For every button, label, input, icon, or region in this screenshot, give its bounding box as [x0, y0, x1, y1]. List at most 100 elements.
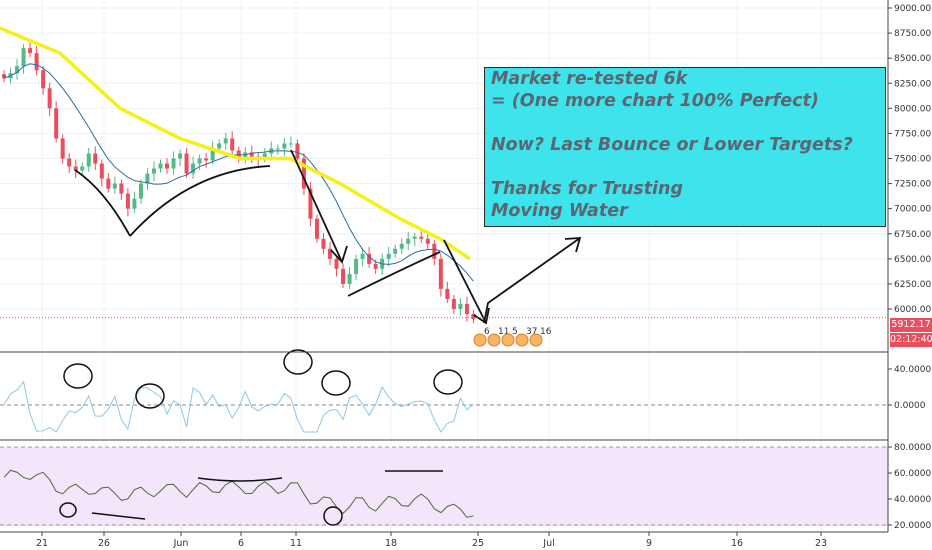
candle: [15, 66, 20, 74]
annotation-line: Thanks for Trusting: [491, 179, 684, 199]
candle: [412, 236, 417, 239]
countdown-label: 02:12:40: [890, 333, 932, 347]
oscillator-1-tick-label: 0.0000: [894, 401, 926, 411]
candle: [406, 238, 411, 244]
oscillator-2-tick-label: 60.0000: [894, 469, 931, 479]
candle: [217, 143, 222, 149]
annotation-box[interactable]: Market re-tested 6k = (One more chart 10…: [484, 67, 886, 227]
candle: [204, 158, 209, 161]
time-tick-label: 16: [731, 538, 743, 549]
candle: [28, 48, 33, 54]
price-tick-label: 6500.00: [894, 255, 931, 265]
drawing-circle: [59, 502, 77, 518]
candle: [47, 88, 52, 109]
candle: [295, 143, 300, 159]
event-marker-label: 6: [484, 327, 490, 337]
time-tick-label: 26: [98, 538, 110, 549]
event-marker-label: 11: [498, 327, 509, 337]
candle: [99, 163, 104, 179]
drawing-line: [91, 512, 146, 520]
drawing-curve: [129, 165, 271, 237]
candle: [282, 143, 287, 149]
candle: [438, 258, 443, 289]
candle: [165, 163, 169, 169]
drawing-circle: [135, 383, 165, 409]
candle: [93, 153, 98, 164]
oscillator-1-line: [3, 380, 474, 433]
oscillator-2-band: [0, 447, 888, 526]
candle: [60, 138, 65, 159]
arrow-line: [443, 239, 487, 324]
candle: [262, 153, 267, 159]
event-marker-label: 37: [526, 327, 537, 337]
candle: [184, 153, 189, 174]
candle: [73, 166, 78, 171]
candle: [445, 288, 450, 299]
price-tick-label: 6000.00: [894, 305, 931, 315]
price-tick-label: 6750.00: [894, 230, 931, 240]
annotation-line: = (One more chart 100% Perfect): [491, 91, 819, 111]
candle: [80, 166, 85, 171]
arrow-head: [330, 245, 348, 264]
candle: [328, 248, 332, 259]
candle: [275, 148, 280, 150]
candle: [230, 138, 235, 151]
candle: [223, 138, 228, 144]
candle: [178, 153, 183, 159]
candle: [138, 183, 143, 199]
oscillator-1-tick-label: 40.0000: [894, 365, 931, 375]
time-tick-label: 23: [815, 538, 827, 549]
candle: [191, 163, 196, 174]
price-tick-label: 7000.00: [894, 205, 931, 215]
candle: [425, 238, 430, 244]
candle: [373, 263, 378, 269]
oscillator-2-tick-label: 80.0000: [894, 443, 931, 453]
current-price-label: 5912.17: [890, 318, 932, 332]
candle: [386, 253, 391, 259]
candle: [314, 218, 319, 239]
price-tick-label: 8250.00: [894, 79, 931, 89]
candle: [86, 153, 91, 167]
time-tick-label: 6: [238, 538, 244, 549]
candle: [288, 143, 293, 145]
candle: [334, 258, 339, 269]
event-marker-label: 5: [512, 327, 518, 337]
price-tick-label: 8000.00: [894, 104, 931, 114]
oscillator-2-tick-label: 40.0000: [894, 495, 931, 505]
candle: [471, 314, 476, 320]
event-marker-label: 16: [540, 327, 552, 337]
drawing-circle: [321, 370, 351, 396]
grid: [0, 0, 888, 532]
candle: [354, 258, 359, 274]
candle: [158, 163, 163, 169]
arrow-head: [564, 237, 582, 253]
candle: [243, 152, 248, 159]
candle: [458, 303, 463, 309]
time-tick-label: 21: [36, 538, 48, 549]
drawing-circle: [283, 349, 313, 375]
arrow-line: [290, 149, 343, 263]
annotation-line: Market re-tested 6k: [491, 69, 688, 89]
time-tick-label: 25: [472, 538, 484, 549]
moving-averages: [0, 26, 474, 282]
candle: [34, 53, 39, 71]
time-tick-label: Jun: [173, 538, 189, 549]
time-tick-label: 18: [385, 538, 397, 549]
oscillators: [0, 349, 888, 526]
drawing-curve: [197, 477, 283, 482]
candle: [112, 183, 117, 189]
price-tick-label: 7750.00: [894, 129, 931, 139]
candle: [360, 253, 365, 259]
candle: [399, 243, 404, 249]
candle: [210, 148, 215, 161]
candle: [132, 198, 137, 209]
price-tick-label: 8500.00: [894, 54, 931, 64]
event-marker: [529, 333, 543, 347]
drawings: 6 11 5 37 16: [74, 149, 582, 347]
price-tick-label: 9000.00: [894, 4, 931, 14]
candle: [171, 158, 176, 169]
oscillator-2-background: [0, 447, 888, 526]
candle: [464, 303, 469, 315]
